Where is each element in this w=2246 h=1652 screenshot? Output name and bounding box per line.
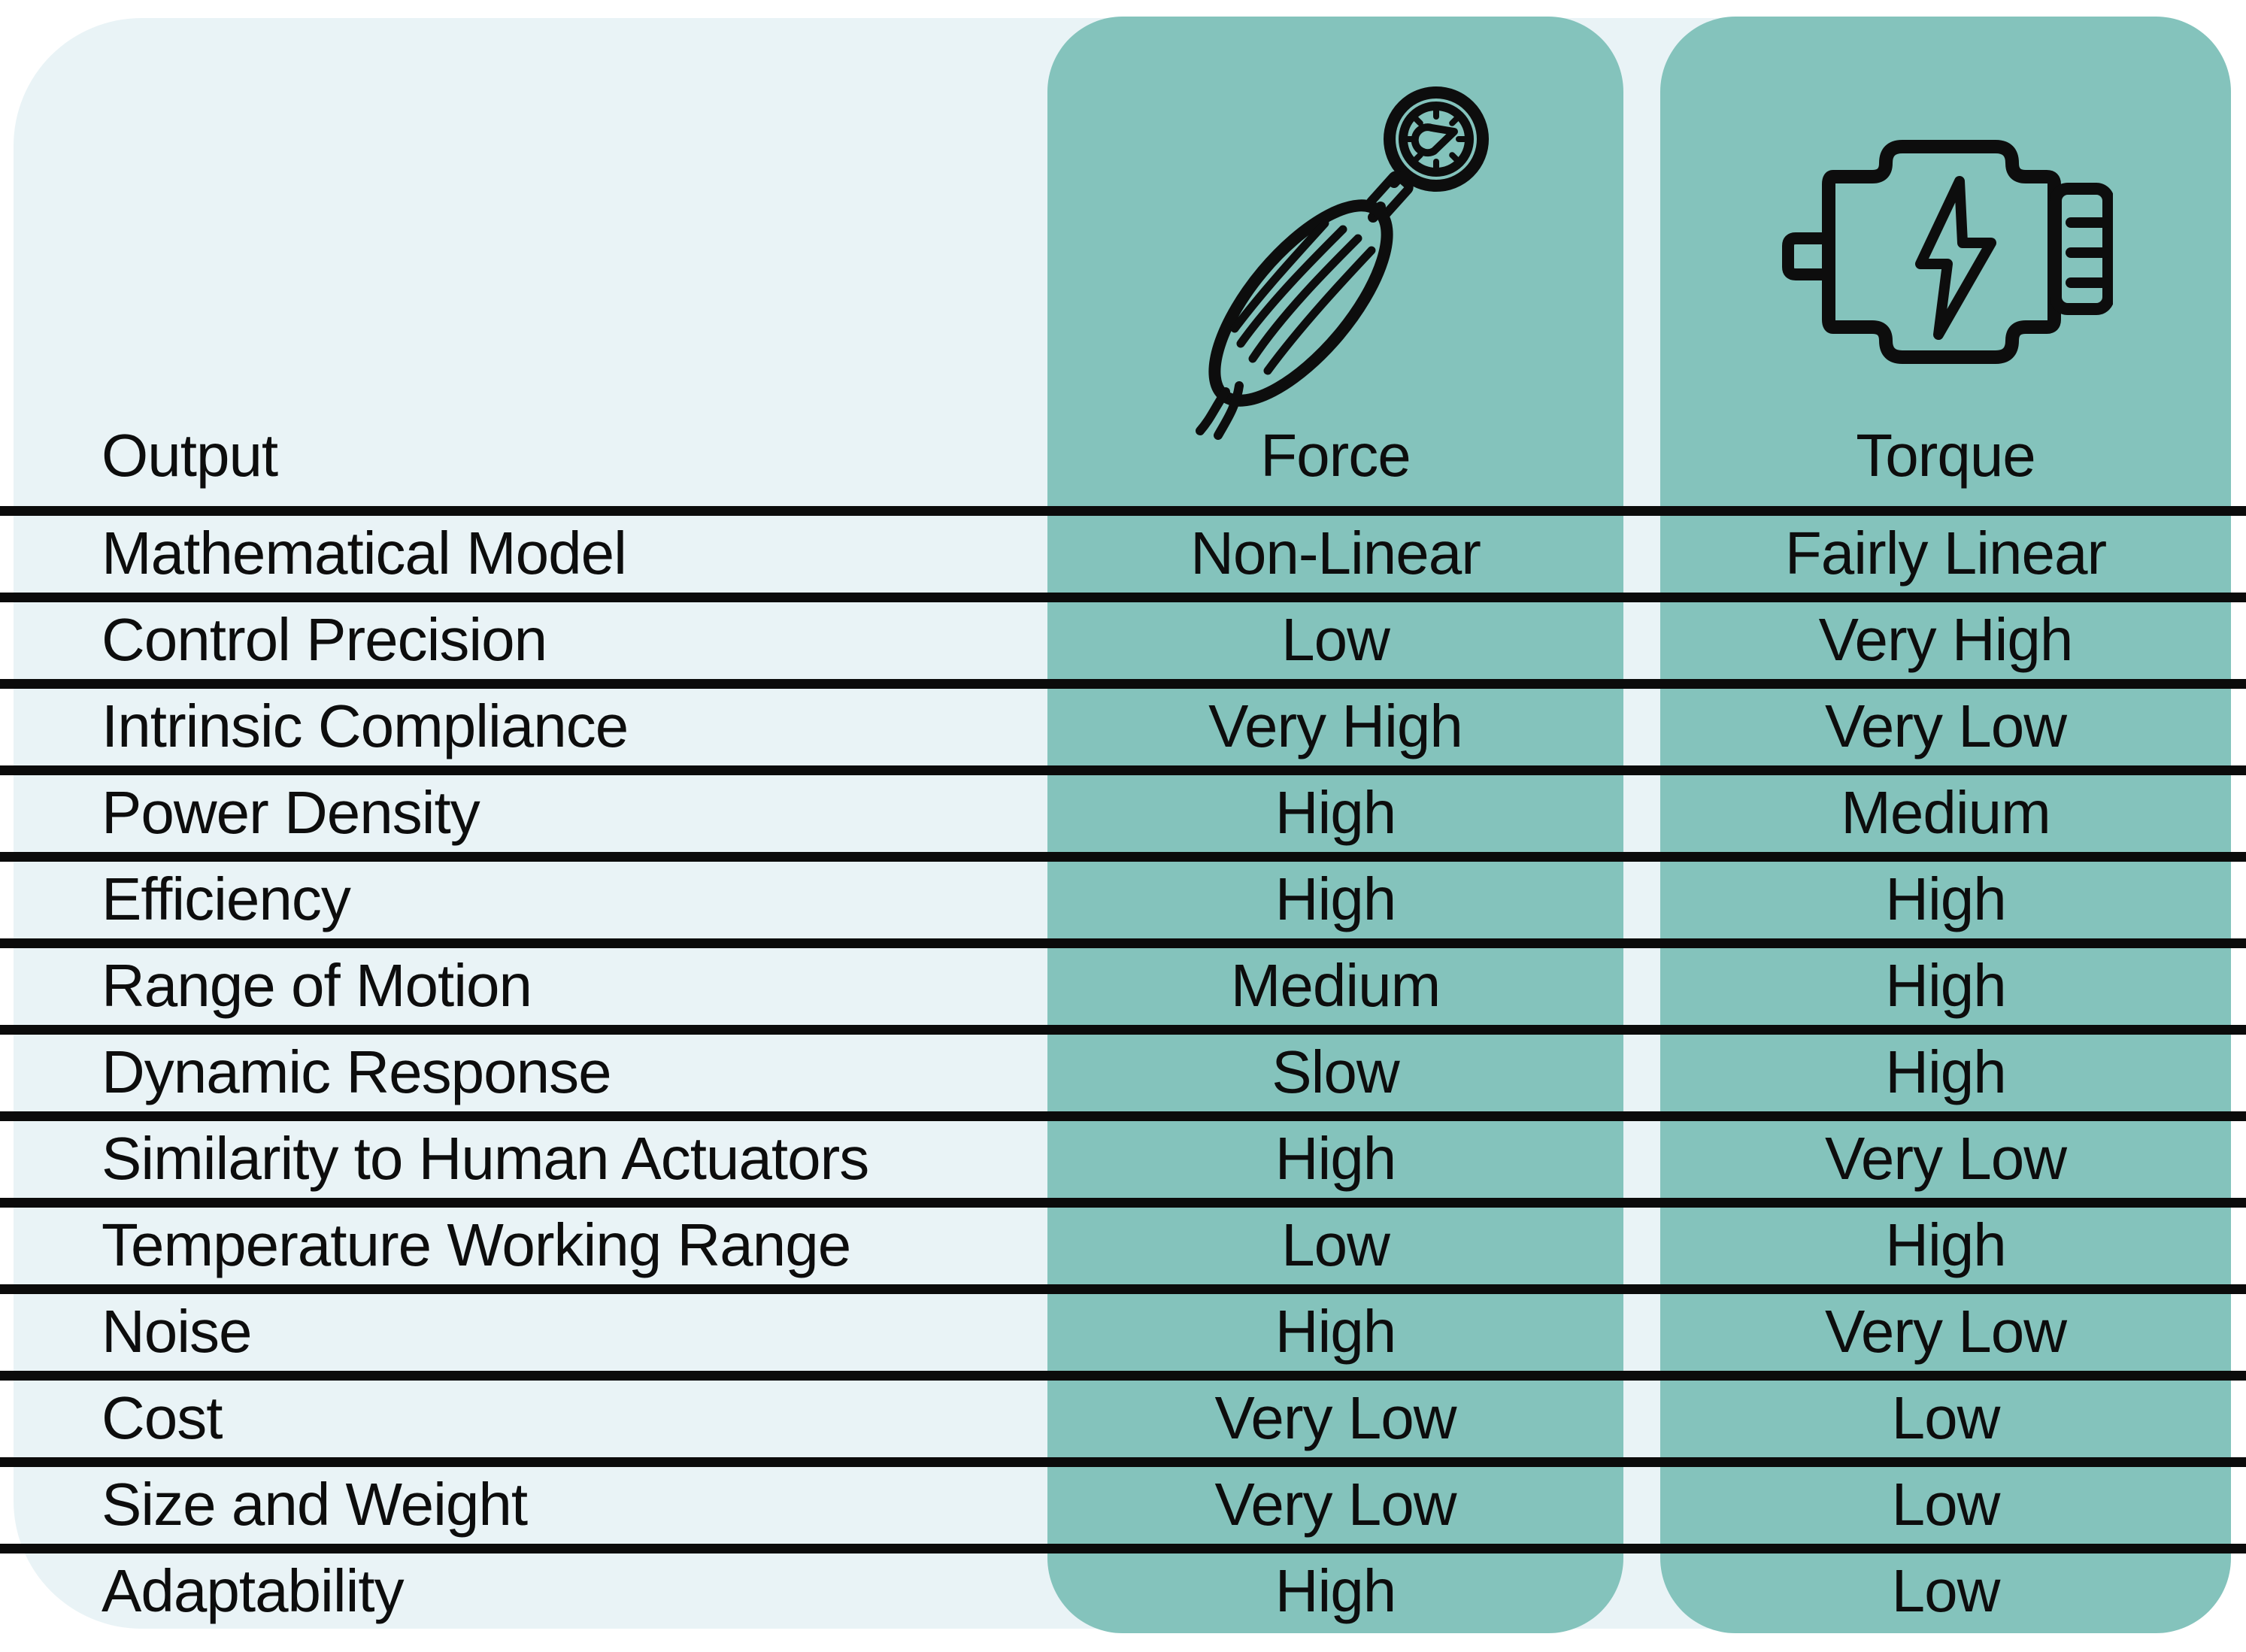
torque-header-label: Torque (1856, 422, 2036, 489)
force-value: Very High (1208, 693, 1463, 759)
torque-value: Medium (1841, 779, 2051, 846)
table-row: Control Precision Low Very High (0, 593, 2246, 679)
muscle-tendons (1196, 381, 1244, 440)
force-value: High (1275, 1557, 1397, 1624)
motor-fins (2066, 217, 2111, 288)
row-label: Dynamic Response (102, 1038, 612, 1105)
torque-value: Very High (1818, 606, 2074, 673)
table-rows: Mathematical Model Non-Linear Fairly Linea… (0, 506, 2246, 1630)
table-row: Dynamic Response Slow High (0, 1025, 2246, 1111)
torque-value: High (1885, 1211, 2007, 1278)
force-header-label: Force (1260, 422, 1411, 489)
row-label: Adaptability (102, 1557, 405, 1624)
row-label: Power Density (102, 779, 480, 846)
table-row: Power Density High Medium (0, 765, 2246, 852)
row-label: Cost (102, 1384, 223, 1451)
torque-value: Very Low (1824, 693, 2067, 759)
table-row: Similarity to Human Actuators High Very Lo… (0, 1111, 2246, 1198)
table-row: Efficiency High High (0, 852, 2246, 938)
table-row: Noise High Very Low (0, 1284, 2246, 1371)
table-row: Cost Very Low Low (0, 1371, 2246, 1457)
torque-value: Very Low (1824, 1298, 2067, 1365)
torque-value: Low (1891, 1384, 2001, 1451)
motor-shaft (1782, 232, 1835, 280)
row-label: Efficiency (102, 865, 351, 932)
electric-motor-icon (1782, 140, 2113, 364)
row-label: Intrinsic Compliance (102, 693, 629, 759)
torque-value: High (1885, 865, 2007, 932)
force-value: Non-Linear (1190, 520, 1481, 587)
row-label: Temperature Working Range (102, 1211, 851, 1278)
force-value: Low (1281, 1211, 1390, 1278)
table-row: Size and Weight Very Low Low (0, 1457, 2246, 1544)
force-value: High (1275, 1125, 1397, 1192)
row-label: Mathematical Model (102, 520, 627, 587)
force-value: High (1275, 865, 1397, 932)
torque-value: Low (1891, 1471, 2001, 1538)
force-value: Slow (1272, 1038, 1399, 1105)
table-row: Mathematical Model Non-Linear Fairly Linea… (0, 506, 2246, 593)
output-header-label: Output (102, 422, 278, 489)
force-value: Low (1281, 606, 1390, 673)
row-label: Control Precision (102, 606, 547, 673)
torque-value: Very Low (1824, 1125, 2067, 1192)
row-label: Range of Motion (102, 952, 532, 1019)
force-value: High (1275, 779, 1397, 846)
gauge-needle (1411, 123, 1458, 157)
table-row: Range of Motion Medium High (0, 938, 2246, 1025)
torque-value: Fairly Linear (1784, 520, 2107, 587)
row-label: Similarity to Human Actuators (102, 1125, 869, 1192)
row-label: Noise (102, 1298, 253, 1365)
muscle-fibers (1230, 219, 1376, 375)
table-row: Adaptability High Low (0, 1544, 2246, 1630)
row-label: Size and Weight (102, 1471, 528, 1538)
table-row: Intrinsic Compliance Very High Very Low (0, 679, 2246, 765)
pneumatic-muscle-gauge-icon (1196, 86, 1489, 440)
force-value: High (1275, 1298, 1397, 1365)
torque-value: High (1885, 952, 2007, 1019)
force-value: Very Low (1214, 1384, 1456, 1451)
motor-body (1822, 140, 2061, 364)
lightning-bolt (1915, 176, 1996, 340)
table-row: Temperature Working Range Low High (0, 1198, 2246, 1284)
torque-value: Low (1891, 1557, 2001, 1624)
force-value: Medium (1230, 952, 1441, 1019)
torque-value: High (1885, 1038, 2007, 1105)
force-value: Very Low (1214, 1471, 1456, 1538)
